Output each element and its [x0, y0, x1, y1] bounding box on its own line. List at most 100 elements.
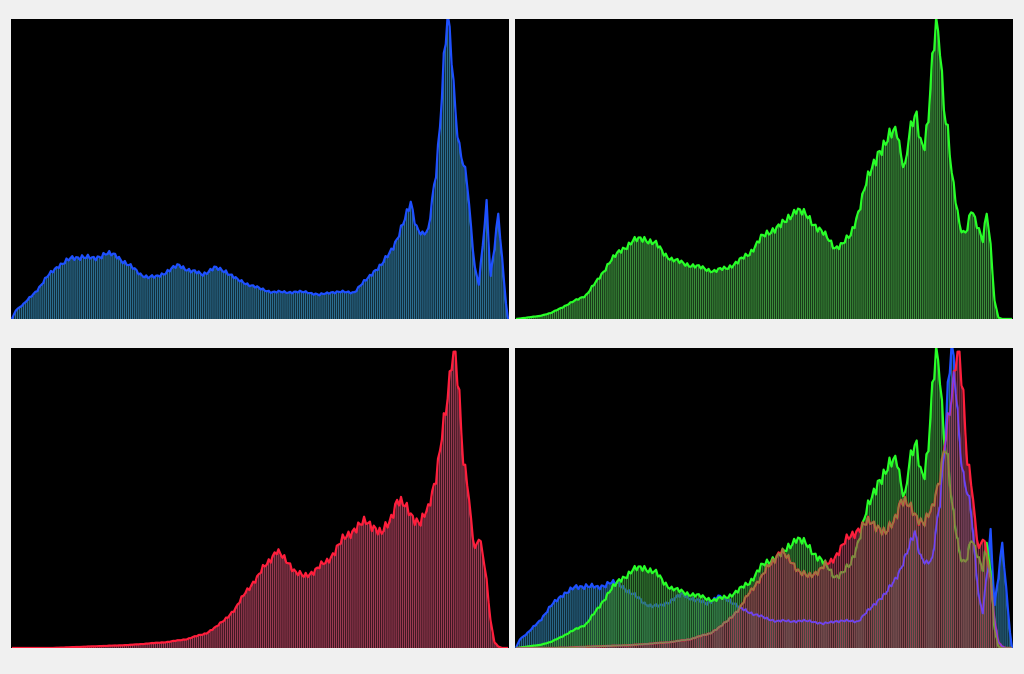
green-bin-bar	[692, 593, 694, 648]
blue-bin-bar	[316, 294, 318, 319]
blue-bin-bar	[306, 293, 309, 319]
blue-bin-bar	[191, 270, 194, 319]
red-bin-bar	[228, 614, 231, 648]
red-bin-bar	[201, 634, 204, 648]
green-bin-bar	[995, 309, 997, 319]
red-bin-bar	[425, 511, 427, 648]
green-bin-bar	[608, 263, 610, 319]
red-bin-bar	[853, 538, 855, 648]
red-bin-bar	[688, 639, 690, 648]
green-bin-bar	[641, 241, 643, 319]
green-bin-bar	[699, 268, 702, 319]
red-bin-bar	[857, 528, 859, 648]
blue-bin-bar	[335, 291, 338, 319]
green-bin-bar	[921, 144, 923, 319]
red-bin-bar	[797, 569, 799, 648]
red-bin-bar	[814, 571, 816, 648]
red-bin-bar	[246, 588, 248, 648]
green-bin-bar	[841, 243, 844, 319]
blue-bin-bar	[503, 282, 505, 319]
blue-bin-bar	[310, 292, 312, 319]
green-bin-bar	[935, 19, 937, 319]
blue-bin-bar	[421, 231, 423, 319]
red-bin-bar	[433, 483, 435, 648]
green-bin-bar	[579, 626, 581, 648]
red-bin-bar	[331, 553, 334, 648]
blue-bin-bar	[518, 639, 521, 648]
green-bin-bar	[933, 50, 935, 319]
blue-bin-bar	[466, 185, 468, 319]
green-bin-bar	[750, 249, 752, 319]
blue-bin-bar	[16, 308, 19, 319]
blue-bin-bar	[528, 631, 531, 648]
red-bin-bar	[660, 642, 663, 648]
blue-bin-bar	[277, 290, 279, 319]
blue-bin-bar	[199, 273, 202, 319]
blue-bin-bar	[440, 99, 443, 319]
blue-bin-bar	[104, 254, 106, 319]
blue-bin-bar	[211, 270, 213, 319]
green-bin-bar	[869, 175, 871, 319]
blue-bin-bar	[475, 276, 478, 319]
green-bin-bar	[707, 597, 709, 648]
green-bin-bar	[610, 589, 612, 648]
blue-bin-bar	[555, 601, 558, 648]
green-bin-bar	[567, 304, 569, 319]
blue-bin-bar	[314, 293, 316, 319]
red-bin-bar	[343, 538, 345, 648]
green-bin-bar	[573, 300, 575, 319]
blue-bin-bar	[483, 225, 486, 319]
red-bin-bar	[215, 626, 217, 648]
red-bin-bar	[682, 640, 684, 648]
green-bin-bar	[859, 209, 861, 319]
red-bin-bar	[962, 389, 964, 648]
red-bin-bar	[374, 528, 377, 648]
green-bin-bar	[703, 597, 706, 648]
red-bin-bar	[316, 567, 318, 648]
red-bin-bar	[808, 572, 811, 648]
red-bin-bar	[258, 573, 260, 648]
blue-bin-bar	[184, 270, 186, 319]
green-bin-bar	[874, 165, 877, 319]
blue-bin-bar	[164, 273, 167, 319]
green-bin-bar	[551, 640, 554, 648]
blue-bin-bar	[267, 290, 270, 319]
blue-bin-bar	[283, 291, 285, 319]
blue-bin-bar	[203, 272, 205, 319]
red-bin-bar	[789, 562, 791, 648]
green-bin-bar	[746, 255, 748, 319]
green-bin-bar	[678, 592, 680, 648]
green-bin-bar	[645, 570, 647, 648]
red-bin-bar	[921, 522, 923, 648]
blue-bin-bar	[24, 302, 27, 319]
red-bin-bar	[742, 602, 744, 648]
blue-bin-bar	[221, 270, 223, 319]
green-bin-bar	[664, 582, 667, 648]
green-bin-bar	[674, 588, 676, 648]
red-bin-bar	[475, 543, 478, 648]
green-bin-bar	[878, 150, 881, 319]
blue-bin-bar	[343, 292, 345, 319]
blue-bin-bar	[81, 255, 83, 319]
red-bin-bar	[444, 414, 447, 648]
green-bin-bar	[555, 310, 558, 319]
red-bin-bar	[876, 525, 879, 648]
blue-bin-bar	[472, 251, 474, 319]
green-bin-bar	[550, 642, 552, 648]
red-bin-bar	[353, 528, 355, 648]
red-bin-bar	[495, 644, 497, 648]
green-bin-bar	[614, 585, 616, 648]
blue-bin-bar	[402, 224, 404, 319]
green-bin-bar	[985, 213, 988, 319]
red-bin-bar	[407, 515, 410, 648]
red-bin-bar	[252, 581, 254, 648]
green-bin-bar	[993, 300, 995, 319]
green-bin-bar	[931, 53, 933, 319]
blue-bin-bar	[534, 625, 536, 648]
blue-bin-bar	[468, 204, 470, 319]
red-bin-bar	[799, 571, 801, 648]
blue-bin-bar	[542, 615, 544, 648]
red-bin-bar	[633, 644, 636, 648]
green-bin-bar	[690, 595, 692, 648]
red-bin-bar	[981, 539, 984, 648]
